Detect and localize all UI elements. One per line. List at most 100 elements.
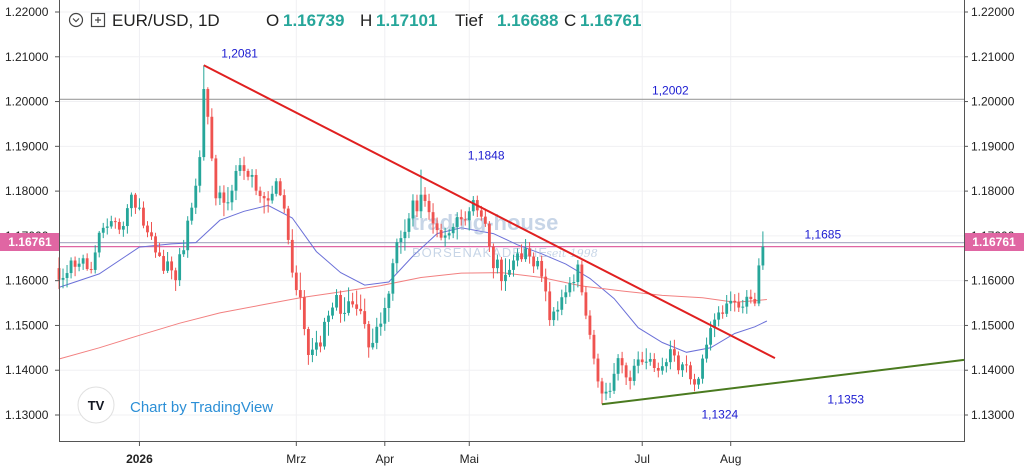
candle [234, 165, 238, 201]
candle-body [451, 226, 455, 234]
candle-body [616, 358, 620, 374]
candle [138, 198, 141, 211]
y-axis-right[interactable]: 1.130001.140001.150001.160001.170001.180… [964, 5, 1015, 422]
candle-body [343, 312, 346, 314]
candle-body [697, 378, 700, 385]
candle-body [206, 89, 210, 117]
tradingview-logo-icon [77, 386, 115, 424]
candle-body [105, 226, 109, 228]
y-axis-left[interactable]: 1.130001.140001.150001.160001.170001.180… [5, 5, 59, 422]
candle-body [520, 253, 523, 260]
x-axis[interactable]: 2026 Mrz Apr Mai Jul Aug [126, 441, 741, 466]
candle-body [592, 334, 596, 359]
candle-body [624, 365, 628, 378]
candle [729, 291, 733, 312]
candle-body [508, 269, 511, 275]
candle-body [85, 258, 89, 270]
candle-body [351, 301, 355, 305]
candle-body [150, 232, 153, 237]
y-tick-label-left: 1.14000 [5, 363, 49, 377]
candle [528, 242, 532, 264]
candle [351, 292, 355, 308]
candle [65, 264, 69, 288]
candle [230, 184, 234, 211]
candle-body [749, 296, 753, 300]
candle [656, 362, 660, 378]
candle-body [335, 294, 338, 308]
candle-body [552, 311, 556, 321]
candle [258, 186, 262, 203]
candle-body [81, 258, 85, 264]
candle-body [190, 207, 194, 221]
candle [608, 382, 612, 398]
open-value: 1.16739 [283, 11, 344, 30]
candle-body [431, 212, 435, 224]
candle [170, 256, 174, 280]
y-tick-label-left: 1.21000 [5, 50, 49, 64]
candle [620, 351, 624, 374]
candle [214, 154, 218, 206]
candle-body [741, 306, 745, 308]
candle-body [600, 381, 604, 394]
price-annotation: 1,2002 [652, 84, 689, 98]
candle-body [447, 233, 451, 236]
candle [451, 223, 455, 239]
candle-body [162, 256, 165, 271]
candle-body [306, 329, 310, 355]
candle [415, 194, 419, 218]
candle [693, 373, 696, 392]
candle [347, 287, 351, 316]
candle [81, 254, 85, 270]
candle [206, 87, 210, 125]
candle-body [202, 89, 206, 158]
candle-body [761, 246, 765, 266]
symbol-label[interactable]: EUR/USD, 1D [112, 11, 220, 30]
candle-body [266, 198, 270, 201]
candle-body [660, 366, 664, 371]
candle [286, 205, 290, 245]
candle-body [210, 116, 214, 159]
candle [435, 217, 439, 238]
candle [500, 256, 503, 291]
candle [121, 221, 125, 237]
candle [624, 362, 628, 385]
candle [504, 258, 507, 291]
candle [355, 290, 359, 316]
expand-plus-icon[interactable] [90, 12, 106, 28]
candle-body [218, 192, 222, 199]
candle-body [632, 365, 636, 381]
candle-body [548, 291, 552, 321]
branding-text[interactable]: Chart by TradingView [130, 399, 273, 416]
candle [463, 211, 467, 226]
candle [190, 202, 194, 225]
candle-body [319, 342, 322, 347]
candle-body [608, 390, 612, 392]
x-tick-label: Jul [635, 452, 650, 466]
y-tick-label-left: 1.15000 [5, 318, 49, 332]
candle [544, 268, 548, 302]
candle [596, 353, 600, 388]
branding[interactable]: TV Chart by TradingView [77, 386, 273, 424]
candle [250, 169, 254, 188]
candle-body [134, 194, 137, 208]
current-price-badge-right: 1.16761 [965, 233, 1024, 251]
candle [580, 260, 584, 296]
candle-body [528, 248, 532, 257]
candle [383, 297, 387, 331]
candle-body [125, 208, 129, 227]
candle [327, 310, 330, 336]
candle [612, 363, 616, 394]
candle-body [198, 157, 202, 186]
candle-body [487, 223, 491, 247]
chevron-down-icon[interactable] [68, 12, 84, 28]
y-tick-label-left: 1.18000 [5, 184, 49, 198]
candle [572, 274, 576, 292]
candle-body [226, 202, 230, 204]
candle [540, 255, 544, 283]
candle-body [65, 273, 69, 278]
candle [298, 272, 302, 310]
candle [375, 317, 379, 350]
candle-body [729, 300, 733, 304]
candle [709, 321, 713, 351]
